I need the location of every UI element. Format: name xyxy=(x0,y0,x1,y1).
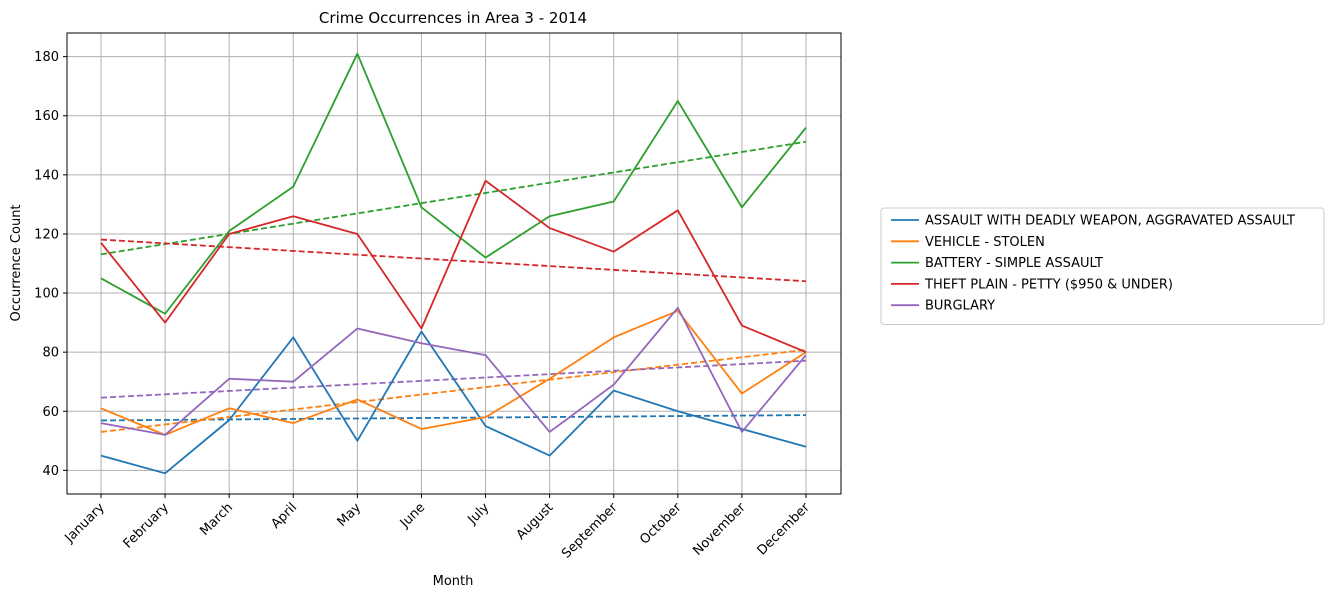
y-tick-label: 60 xyxy=(42,405,59,420)
series-lines xyxy=(100,52,807,475)
series-line-2 xyxy=(100,52,807,315)
series-line-0 xyxy=(100,330,807,475)
trend-line-0 xyxy=(100,414,807,422)
x-tick-label: May xyxy=(335,500,365,530)
legend: ASSAULT WITH DEADLY WEAPON, AGGRAVATED A… xyxy=(880,207,1325,325)
legend-box xyxy=(880,207,1325,325)
y-tick-label: 120 xyxy=(34,227,59,242)
legend-label-0: ASSAULT WITH DEADLY WEAPON, AGGRAVATED A… xyxy=(925,214,1295,229)
x-tick-label: August xyxy=(514,500,557,543)
x-tick-label: September xyxy=(559,500,621,562)
trend-line-3 xyxy=(100,238,807,283)
x-tick-label: January xyxy=(62,500,108,546)
y-tick-label: 40 xyxy=(42,464,59,479)
y-tick-label: 140 xyxy=(34,168,59,183)
plot-frame xyxy=(66,32,842,495)
x-axis-label: Month xyxy=(433,574,474,589)
trend-line-1 xyxy=(100,348,807,433)
x-axis-ticks: January February March April May June July Augu… xyxy=(62,494,814,562)
trend-lines xyxy=(100,140,807,433)
y-tick-label: 180 xyxy=(34,50,59,65)
legend-label-2: BATTERY - SIMPLE ASSAULT xyxy=(925,256,1103,271)
legend-label-3: THEFT PLAIN - PETTY ($950 & UNDER) xyxy=(924,277,1173,292)
legend-label-4: BURGLARY xyxy=(925,299,995,314)
y-tick-label: 100 xyxy=(34,287,59,302)
trend-line-2 xyxy=(100,140,807,256)
x-tick-label: December xyxy=(755,500,814,559)
chart-title: Crime Occurrences in Area 3 - 2014 xyxy=(319,9,587,27)
series-line-3 xyxy=(100,179,807,353)
x-tick-label: July xyxy=(465,500,493,528)
y-tick-label: 80 xyxy=(42,346,59,361)
legend-label-1: VEHICLE - STOLEN xyxy=(925,235,1045,250)
x-tick-label: April xyxy=(268,500,300,532)
series-line-4 xyxy=(100,306,807,436)
x-tick-label: March xyxy=(197,500,236,539)
series-line-1 xyxy=(100,309,807,436)
x-tick-label: November xyxy=(690,500,749,559)
x-tick-label: October xyxy=(637,500,685,548)
y-axis-ticks: 40 60 80 100 120 140 160 180 xyxy=(34,50,67,479)
y-axis-label: Occurrence Count xyxy=(9,204,24,321)
x-tick-label: February xyxy=(121,500,173,552)
x-tick-label: June xyxy=(397,500,428,531)
y-tick-label: 160 xyxy=(34,109,59,124)
